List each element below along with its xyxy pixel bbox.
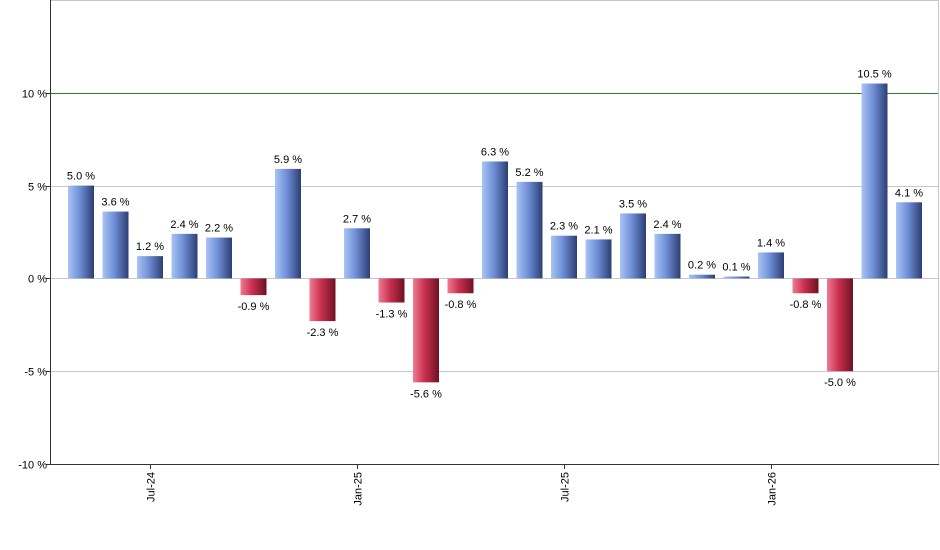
data-label: 1.2 % <box>136 241 164 253</box>
data-label: 6.3 % <box>481 146 509 158</box>
bar <box>689 274 715 279</box>
data-label: -2.3 % <box>307 327 339 339</box>
bar <box>344 228 370 279</box>
bar <box>723 276 750 279</box>
x-tick-label: Jan-26 <box>767 472 779 506</box>
data-label: 5.2 % <box>515 167 543 179</box>
bar <box>758 252 784 279</box>
data-label: 2.7 % <box>343 213 371 225</box>
y-tick-label: -5 % <box>24 367 47 379</box>
x-tick-label: Jul-25 <box>560 472 572 502</box>
y-tick-label: -10 % <box>18 460 47 472</box>
data-label: 5.9 % <box>274 154 302 166</box>
bar <box>378 278 405 303</box>
data-label: -0.8 % <box>790 299 822 311</box>
data-label: 10.5 % <box>857 69 891 81</box>
data-label: -5.6 % <box>410 388 442 400</box>
bar <box>206 237 232 279</box>
data-label: 0.1 % <box>722 262 750 274</box>
data-label: 5.0 % <box>67 171 95 183</box>
data-label: 0.2 % <box>688 260 716 272</box>
data-label: 2.1 % <box>584 224 612 236</box>
bar <box>447 278 474 294</box>
bar <box>654 233 681 279</box>
bar <box>827 278 853 372</box>
data-label: -0.9 % <box>238 301 270 313</box>
data-label: 4.1 % <box>895 187 923 199</box>
bar <box>309 278 336 322</box>
data-label: 3.6 % <box>101 197 129 209</box>
data-label: 3.5 % <box>619 198 647 210</box>
bar <box>551 235 577 279</box>
bar <box>585 239 612 279</box>
bar <box>620 213 646 279</box>
data-label: 2.3 % <box>550 221 578 233</box>
data-label: -1.3 % <box>376 309 408 321</box>
bar <box>137 256 163 279</box>
bar <box>861 83 888 279</box>
bar <box>516 181 543 279</box>
bar <box>896 202 922 279</box>
bar <box>102 211 129 279</box>
data-label: -0.8 % <box>445 299 477 311</box>
y-tick-label: 5 % <box>28 182 47 194</box>
bar <box>171 233 198 279</box>
y-tick-label: 0 % <box>28 274 47 286</box>
axes: 10 % 5 % 0 % -5 % -10 % Jul-24 Jan-25 Jul-25 Jan… <box>18 0 939 506</box>
bar <box>482 161 508 279</box>
data-label: -5.0 % <box>824 377 856 389</box>
bar <box>792 278 819 294</box>
bar <box>275 168 301 279</box>
x-tick-label: Jan-25 <box>353 472 365 506</box>
data-label: 2.4 % <box>170 219 198 231</box>
y-tick-label: 10 % <box>22 89 47 101</box>
x-tick-label: Jul-24 <box>146 472 158 502</box>
bars <box>68 83 922 383</box>
data-labels: 5.0 % 3.6 % 1.2 % 2.4 % 2.2 % -0.9 % 5.9 % -2.3… <box>67 69 923 401</box>
data-label: 2.2 % <box>205 223 233 235</box>
data-label: 2.4 % <box>653 219 681 231</box>
bar <box>68 185 94 279</box>
bar <box>240 278 267 296</box>
data-label: 1.4 % <box>757 237 785 249</box>
bar <box>413 278 439 383</box>
